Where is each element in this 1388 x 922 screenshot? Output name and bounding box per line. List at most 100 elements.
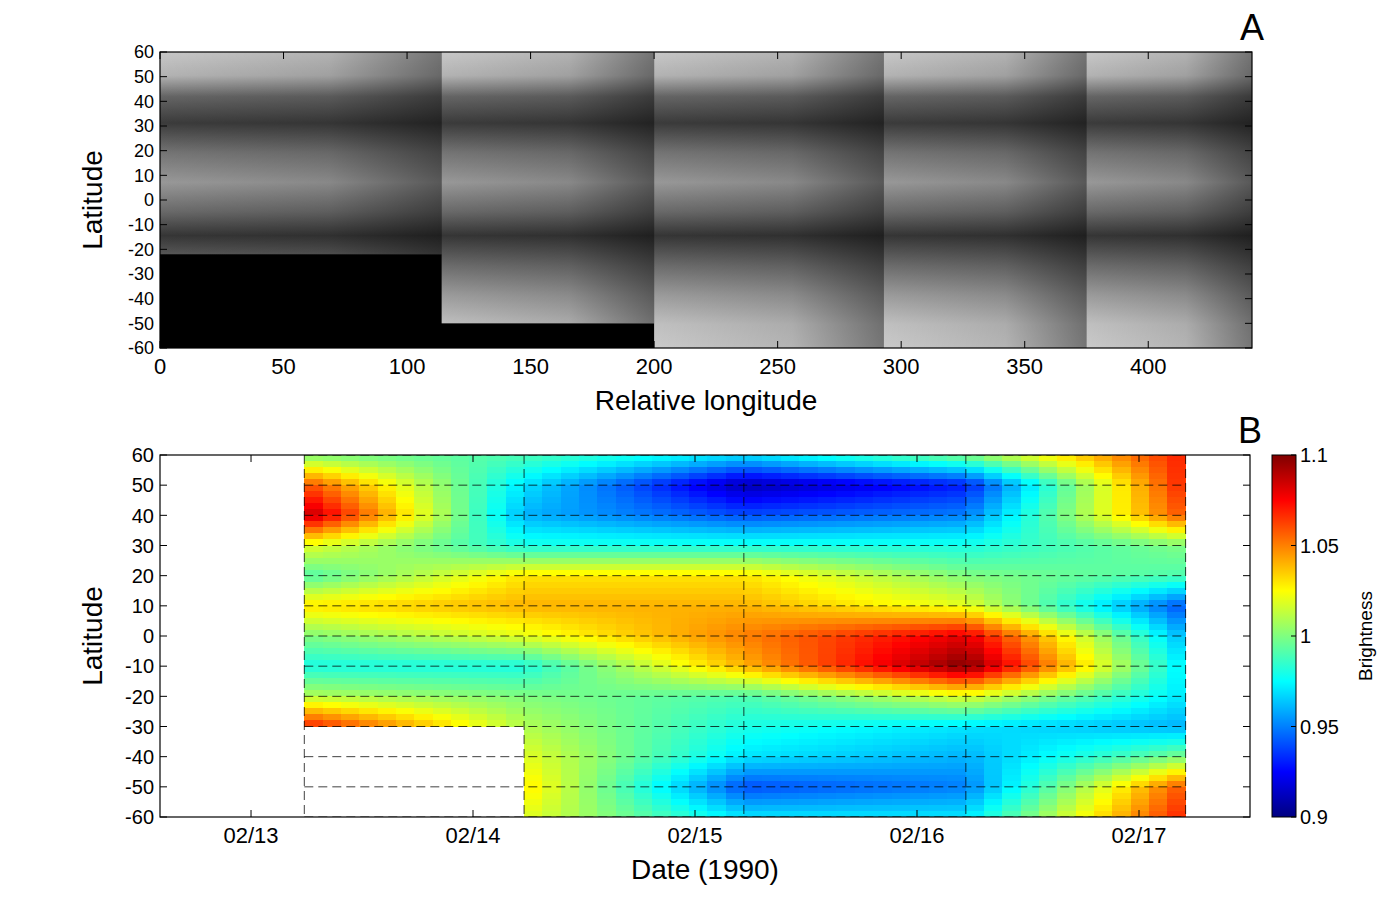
y-tick [160,298,167,299]
heat-cell [616,588,635,595]
heat-cell [1039,473,1058,480]
heat-cell [506,666,525,673]
heat-cell [1131,491,1150,498]
heat-cell [966,612,985,619]
heat-cell [929,582,948,589]
heat-cell [451,527,470,534]
heat-cell [634,467,653,474]
heat-cell [1112,473,1131,480]
heat-cell [396,678,415,685]
heat-cell [506,594,525,601]
heat-cell [744,461,763,468]
heat-cell [762,666,781,673]
heat-cell [506,473,525,480]
y-tick-label: 10 [134,166,154,186]
heat-cell [762,642,781,649]
heat-cell [542,461,561,468]
heat-cell [414,521,433,528]
heat-cell [929,684,948,691]
heat-cell [1149,497,1168,504]
heat-cell [1131,678,1150,685]
heat-cell [1112,564,1131,571]
heat-cell [1076,594,1095,601]
heat-cell [378,491,397,498]
heat-cell [451,582,470,589]
heat-cell [781,491,800,498]
heat-cell [781,503,800,510]
heat-cell [433,527,452,534]
heat-cell [744,666,763,673]
heat-cell [855,672,874,679]
heat-cell [634,624,653,631]
heat-cell [818,678,837,685]
heat-cell [433,552,452,559]
heat-cell [506,588,525,595]
heat-cell [634,546,653,553]
heat-cell [487,612,506,619]
heat-cell [1076,503,1095,510]
heat-cell [487,666,506,673]
heat-cell [323,642,342,649]
heat-cell [1094,588,1113,595]
heat-cell [561,648,580,655]
heat-cell [1094,642,1113,649]
heat-cell [892,576,911,583]
heat-cell [744,654,763,661]
heat-cell [597,515,616,522]
y-tick-label: -50 [128,314,154,334]
heat-cell [341,497,360,504]
x-tick [777,341,778,348]
heat-cell [966,684,985,691]
heat-cell [359,654,378,661]
heat-cell [1002,582,1021,589]
heat-cell [799,678,818,685]
heat-cell [799,624,818,631]
heat-cell [1131,461,1150,468]
heat-cell [1094,552,1113,559]
heat-cell [524,576,543,583]
heat-cell [1039,576,1058,583]
heat-cell [689,455,708,462]
heat-cell [1021,497,1040,504]
heat-cell [1021,533,1040,540]
heat-cell [561,606,580,613]
heat-cell [359,491,378,498]
heat-cell [524,642,543,649]
heat-cell [359,624,378,631]
heat-cell [836,684,855,691]
heat-cell [836,582,855,589]
heat-cell [524,491,543,498]
heat-cell [799,527,818,534]
heat-cell [984,672,1003,679]
heat-cell [910,552,929,559]
heat-cell [597,576,616,583]
heat-cell [1039,582,1058,589]
heat-cell [947,612,966,619]
heat-cell [652,684,671,691]
heat-cell [689,503,708,510]
heat-cell [818,624,837,631]
heat-cell [487,576,506,583]
heat-cell [304,497,323,504]
heat-cell [616,461,635,468]
heat-cell [1094,606,1113,613]
heat-cell [818,485,837,492]
heat-cell [1076,485,1095,492]
heat-cell [542,455,561,462]
heat-cell [966,485,985,492]
heat-cell [561,654,580,661]
heat-cell [359,461,378,468]
heat-cell [323,684,342,691]
heat-cell [652,521,671,528]
heat-cell [414,497,433,504]
heat-cell [1057,564,1076,571]
heat-cell [469,666,488,673]
y-tick [160,76,167,77]
heat-cell [451,485,470,492]
heat-cell [1149,666,1168,673]
heat-cell [506,564,525,571]
heat-cell [469,594,488,601]
heat-cell [433,582,452,589]
heat-cell [984,648,1003,655]
heat-cell [762,654,781,661]
